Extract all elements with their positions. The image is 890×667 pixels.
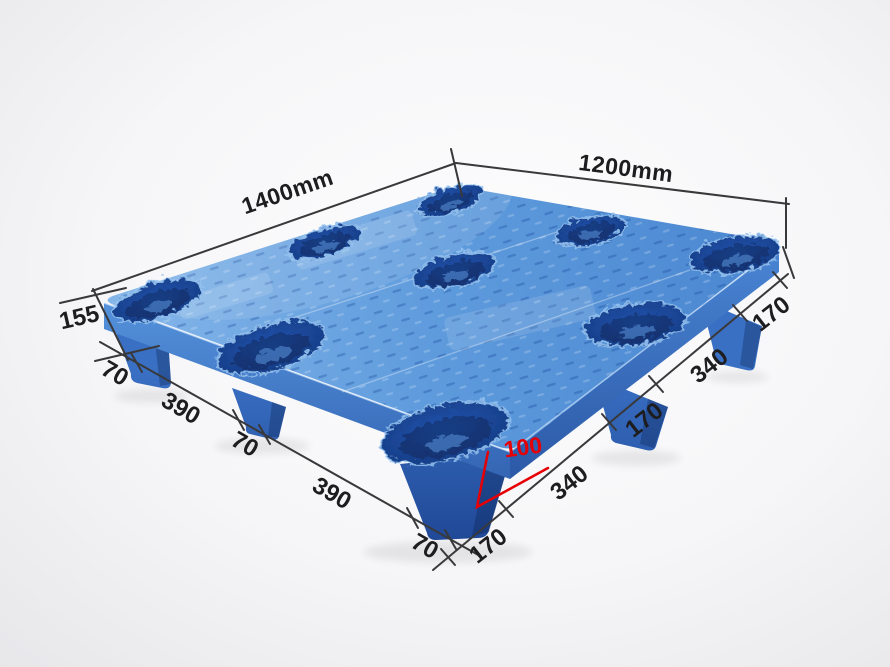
pallet-cup — [551, 211, 625, 245]
tick-mark-north-corner — [450, 148, 463, 197]
dimension-line-length — [91, 162, 457, 292]
pallet-cup — [409, 248, 495, 288]
tick-mark — [648, 375, 664, 393]
tick-mark — [440, 548, 456, 566]
tick-mark — [732, 304, 748, 322]
dimension-line-left-chain — [99, 341, 481, 557]
pallet-foot-left-middle — [232, 388, 286, 440]
pallet-cup — [580, 298, 686, 346]
tick-mark — [444, 529, 457, 550]
tick-mark — [498, 500, 514, 518]
right-dimension-chain — [432, 246, 795, 571]
foot-height-callout — [475, 450, 550, 510]
foot-height-leader — [475, 450, 550, 510]
dimension-line-right-chain — [432, 273, 789, 571]
tick-mark — [258, 424, 271, 445]
pallet-cups — [109, 180, 780, 463]
deck-texture — [107, 187, 775, 449]
pallet-cup — [212, 316, 324, 374]
pallet-cup — [413, 180, 481, 216]
tick-mark — [406, 507, 419, 529]
tick-mark — [232, 409, 245, 431]
tick-mark — [130, 352, 143, 373]
extension-line-east — [782, 246, 795, 279]
pallet-cup — [376, 397, 508, 463]
dimension-lines — [59, 148, 795, 571]
tick-mark — [601, 413, 617, 431]
pallet-cup — [284, 221, 360, 259]
pallet-cup — [686, 231, 780, 273]
pallet-side-right — [510, 247, 779, 479]
extension-line-west — [92, 288, 129, 361]
foot-height-label: 100 — [502, 432, 544, 463]
tick-mark-height-bottom — [94, 345, 160, 362]
tick-mark — [772, 271, 788, 289]
pallet-feet — [110, 300, 762, 540]
pallet — [103, 160, 780, 540]
pallet-cup — [109, 274, 201, 322]
left-dimension-chain — [99, 341, 481, 557]
tick-mark-height-top — [59, 287, 127, 304]
ground-shadows — [114, 371, 769, 563]
dimension-line-width — [455, 162, 790, 205]
